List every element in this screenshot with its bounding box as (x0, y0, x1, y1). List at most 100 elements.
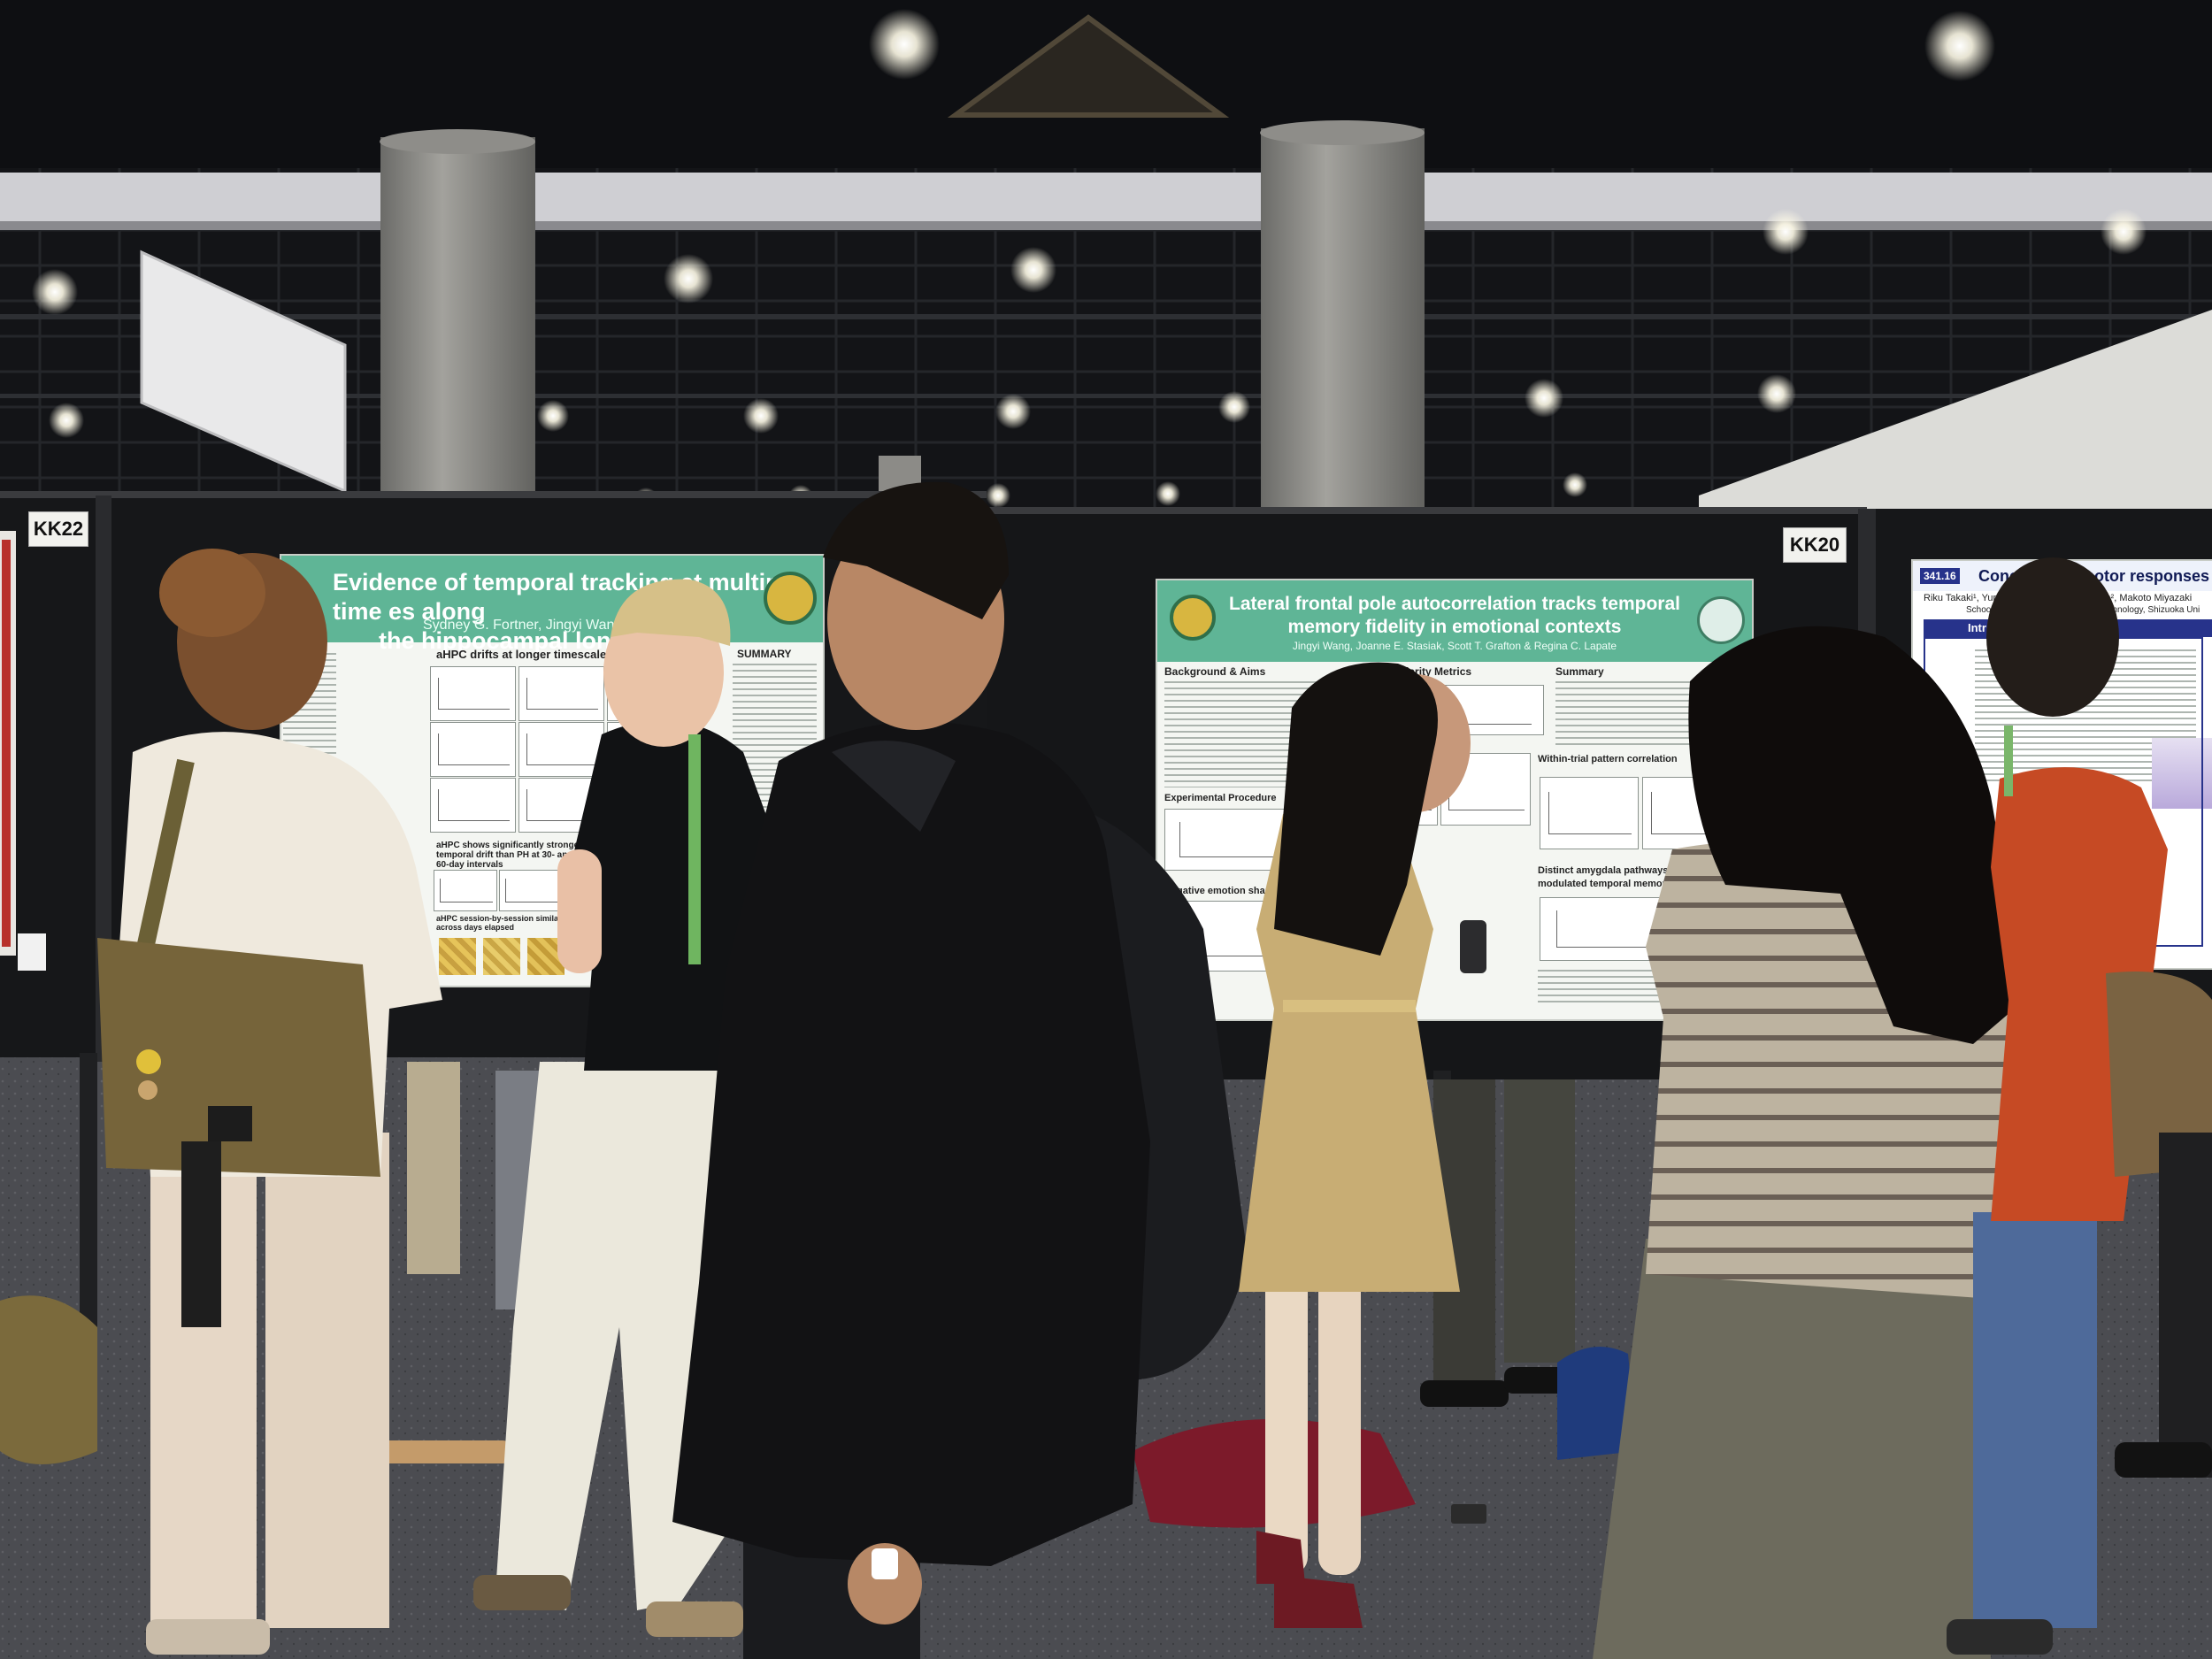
person-hair (823, 481, 1009, 619)
person-backpack (2106, 972, 2212, 1177)
person-pants (495, 1062, 734, 1610)
bag-on-floor (1557, 1347, 1637, 1460)
ceiling-rail (0, 314, 2212, 319)
person-partial-right-shoe (2115, 1442, 2212, 1478)
board-label-kk20: KK20 (1783, 527, 1847, 563)
poster-left-heatmap (439, 938, 476, 975)
poster-left-heatmap (483, 938, 520, 975)
ceiling-lights (32, 9, 2147, 512)
person-orange-jacket (1947, 557, 2212, 1655)
bag-pin (138, 1080, 157, 1100)
person-partial-right-legs (2159, 1133, 2212, 1478)
board-frame-top (0, 491, 987, 498)
person-hair-bun (159, 549, 265, 637)
pillar-left (380, 137, 535, 518)
poster-middle-title-line1: Lateral frontal pole autocorrelation tra… (1229, 594, 1680, 614)
poster-middle-heading-experimental: Experimental Procedure (1164, 793, 1277, 803)
person-lanyard (688, 734, 701, 964)
poster-middle-brain-logo (1697, 596, 1745, 644)
person-hand (848, 1543, 922, 1624)
poster-middle-heading-distinct2: modulated temporal memory (1538, 879, 1671, 889)
poster-left-plot (430, 778, 516, 833)
poster-right-number: 341.16 (1920, 568, 1960, 584)
person-phone (1460, 920, 1486, 973)
person-legs (265, 1133, 389, 1628)
back-wall-right (1699, 310, 2212, 531)
person-hair (1688, 626, 2035, 1044)
board-divider (96, 495, 111, 1062)
pillar-right (1261, 128, 1425, 518)
background-person-legs (1504, 1079, 1575, 1363)
poster-left-title-line1: Evidence of temporal tracking at multipl… (333, 569, 801, 625)
person-shoe (473, 1575, 571, 1610)
board-label-kk22: KK22 (28, 511, 88, 547)
poster-left-bar-plot (499, 870, 563, 911)
poster-left-plot (518, 722, 604, 777)
pillar-right-top (1260, 120, 1425, 145)
poster-edge-left-red (2, 540, 11, 947)
person-shoe (146, 1619, 270, 1655)
poster-middle-heading-background: Background & Aims (1164, 665, 1266, 678)
person-head (1986, 557, 2119, 717)
poster-left-university-seal (764, 572, 817, 625)
held-item (872, 1548, 898, 1579)
paper-cup (18, 933, 46, 971)
person-belt (1283, 1000, 1416, 1012)
person-lanyard (2004, 726, 2013, 796)
ceiling-beam-shadow (0, 221, 2212, 230)
ceiling-beam (0, 173, 2212, 226)
poster-left-heading-ahpc-drift: aHPC shows significantly stronger tempor… (436, 841, 583, 870)
person-blonde (473, 579, 779, 1637)
person-shoe (1256, 1531, 1305, 1584)
poster-left-plot (518, 666, 604, 721)
poster-middle-heading-negative: Negative emotion sharpens (1164, 886, 1292, 896)
poster-left-title: Evidence of temporal tracking at multipl… (281, 556, 823, 626)
person-leg (1318, 1274, 1361, 1575)
background-person-shoe (1420, 1380, 1509, 1407)
person-jacket-collar (832, 741, 956, 832)
person-arm (557, 849, 602, 973)
poster-middle-heading-distinct: Distinct amygdala pathways (1538, 865, 1669, 876)
ceiling-rail (0, 394, 2212, 398)
person-beige-dress (1239, 662, 1486, 1628)
person-pants (1593, 1239, 1991, 1659)
person-hair (1274, 662, 1438, 956)
bag-pin (136, 1049, 161, 1074)
person-shoe (1947, 1619, 2053, 1655)
background-person-legs (407, 1062, 460, 1274)
poster-left-plot (430, 722, 516, 777)
person-jacket (672, 721, 1150, 1566)
person-strap (133, 758, 195, 967)
messenger-bag (97, 938, 380, 1177)
poster-middle-references (1538, 970, 1671, 1005)
bag-strap (181, 1141, 221, 1327)
person-striped-sweater (1593, 626, 2035, 1659)
poster-middle-header: Lateral frontal pole autocorrelation tra… (1157, 580, 1752, 662)
poster-left-title-line1-end: es along (388, 598, 486, 625)
poster-middle-authors: Jingyi Wang, Joanne E. Stasiak, Scott T.… (1292, 640, 1617, 652)
person-jeans (1973, 1212, 2097, 1628)
person-curly-hair (97, 549, 442, 1655)
ceiling-roof-truss (947, 14, 1230, 118)
pillar-left-top (380, 129, 535, 154)
person-shoe (1274, 1575, 1363, 1628)
poster-left-heading-summary: SUMMARY (737, 648, 792, 660)
poster-left-plot (430, 666, 516, 721)
poster-middle-university-seal (1170, 595, 1216, 641)
poster-middle-heading-summary: Summary (1555, 665, 1604, 678)
poster-left-heading-session: aHPC session-by-session similarity acros… (436, 914, 572, 932)
board-frame-top (987, 507, 1867, 514)
poster-left-bar-plot (434, 870, 497, 911)
person-hair (611, 579, 731, 646)
poster-middle-title-line2: memory fidelity in emotional contexts (1287, 617, 1622, 637)
person-black-jacket (672, 481, 1248, 1659)
backpack-on-floor (0, 1295, 97, 1464)
bag-buckle (208, 1106, 252, 1141)
poster-middle-plot (1540, 777, 1639, 849)
person-shoe (646, 1601, 743, 1637)
phone-on-floor (1451, 1504, 1486, 1524)
poster-middle-heading-within: Within-trial pattern correlation (1538, 754, 1678, 764)
person-leg (1265, 1274, 1308, 1575)
board-leg (80, 1053, 97, 1345)
